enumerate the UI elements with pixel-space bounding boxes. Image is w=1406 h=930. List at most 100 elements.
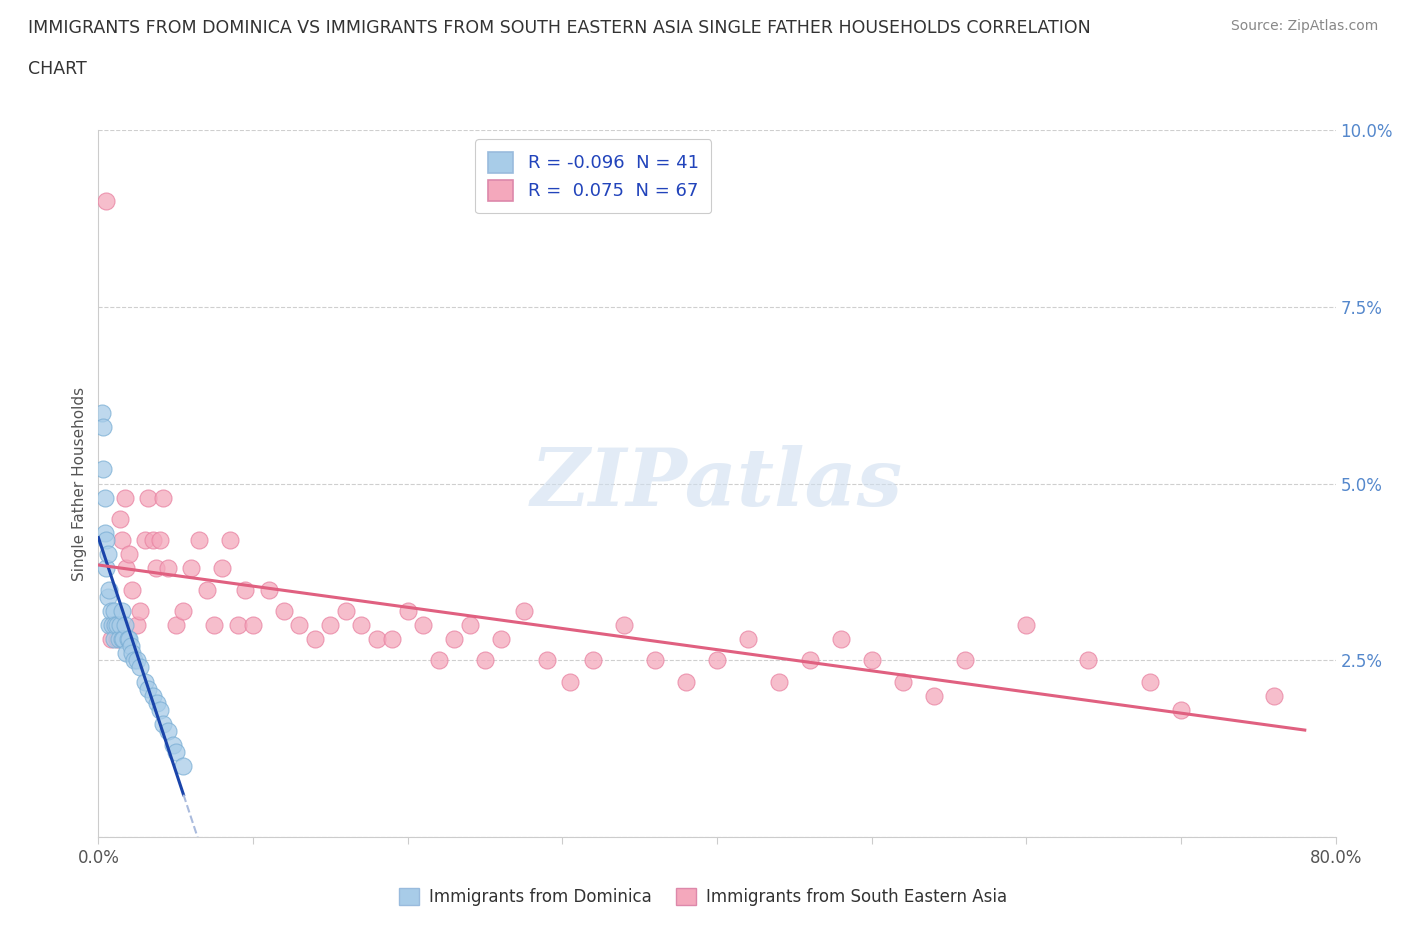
Point (458, 618, 481, 632)
Point (115, 561, 138, 576)
Y-axis label: Single Father Households: Single Father Households (72, 387, 87, 580)
Point (953, 653, 976, 668)
Point (103, 618, 125, 632)
Point (396, 604, 419, 618)
Point (103, 604, 125, 618)
Point (101, 618, 124, 632)
Point (172, 759, 194, 774)
Point (149, 702, 172, 717)
Point (112, 631, 135, 646)
Point (117, 631, 139, 646)
Text: CHART: CHART (28, 60, 87, 78)
Point (97, 590, 120, 604)
Point (560, 674, 582, 689)
Point (737, 631, 759, 646)
Point (1263, 688, 1285, 703)
Point (613, 618, 636, 632)
Point (105, 618, 128, 632)
Point (304, 631, 326, 646)
Point (582, 653, 605, 668)
Point (136, 490, 159, 505)
Point (96, 193, 118, 208)
Point (90, 405, 112, 420)
Point (121, 582, 143, 597)
Point (165, 618, 187, 632)
Point (93, 525, 115, 540)
Point (443, 631, 465, 646)
Point (489, 631, 512, 646)
Point (105, 631, 128, 646)
Point (108, 618, 131, 632)
Point (118, 547, 141, 562)
Point (98, 582, 121, 597)
Point (768, 674, 790, 689)
Point (96, 533, 118, 548)
Point (120, 639, 142, 654)
Point (1015, 618, 1038, 632)
Point (108, 512, 131, 526)
Point (134, 533, 156, 548)
Point (860, 653, 883, 668)
Point (122, 653, 145, 668)
Point (799, 653, 821, 668)
Point (427, 653, 450, 668)
Point (319, 618, 342, 632)
Point (226, 618, 249, 632)
Point (141, 533, 165, 548)
Point (98, 618, 121, 632)
Point (830, 631, 852, 646)
Point (104, 618, 127, 632)
Text: IMMIGRANTS FROM DOMINICA VS IMMIGRANTS FROM SOUTH EASTERN ASIA SINGLE FATHER HOU: IMMIGRANTS FROM DOMINICA VS IMMIGRANTS F… (28, 19, 1091, 36)
Point (114, 490, 136, 505)
Point (111, 533, 132, 548)
Point (242, 618, 264, 632)
Point (204, 618, 226, 632)
Point (111, 604, 132, 618)
Point (172, 604, 194, 618)
Point (149, 533, 172, 548)
Legend: R = -0.096  N = 41, R =  0.075  N = 67: R = -0.096 N = 41, R = 0.075 N = 67 (475, 140, 711, 214)
Point (152, 716, 174, 731)
Point (118, 631, 141, 646)
Point (891, 674, 914, 689)
Point (195, 582, 218, 597)
Point (129, 604, 152, 618)
Point (1170, 702, 1192, 717)
Point (100, 631, 122, 646)
Text: ZIPatlas: ZIPatlas (531, 445, 903, 523)
Point (129, 660, 152, 675)
Point (165, 745, 187, 760)
Point (91, 419, 114, 434)
Point (111, 631, 132, 646)
Point (922, 688, 945, 703)
Point (127, 618, 149, 632)
Point (114, 618, 136, 632)
Point (412, 618, 434, 632)
Point (136, 681, 159, 696)
Point (146, 696, 169, 711)
Point (134, 674, 156, 689)
Point (152, 490, 174, 505)
Point (257, 582, 280, 597)
Point (211, 561, 233, 576)
Point (157, 561, 180, 576)
Point (107, 631, 129, 646)
Point (273, 604, 295, 618)
Point (162, 737, 184, 752)
Point (675, 674, 697, 689)
Point (103, 631, 125, 646)
Point (188, 533, 211, 548)
Point (121, 645, 143, 660)
Point (93, 490, 115, 505)
Point (145, 561, 167, 576)
Point (219, 533, 242, 548)
Legend: Immigrants from Dominica, Immigrants from South Eastern Asia: Immigrants from Dominica, Immigrants fro… (392, 881, 1014, 912)
Point (233, 582, 257, 597)
Point (97, 547, 120, 562)
Point (180, 561, 202, 576)
Point (115, 645, 138, 660)
Point (366, 631, 388, 646)
Point (1139, 674, 1161, 689)
Text: Source: ZipAtlas.com: Source: ZipAtlas.com (1230, 19, 1378, 33)
Point (536, 653, 558, 668)
